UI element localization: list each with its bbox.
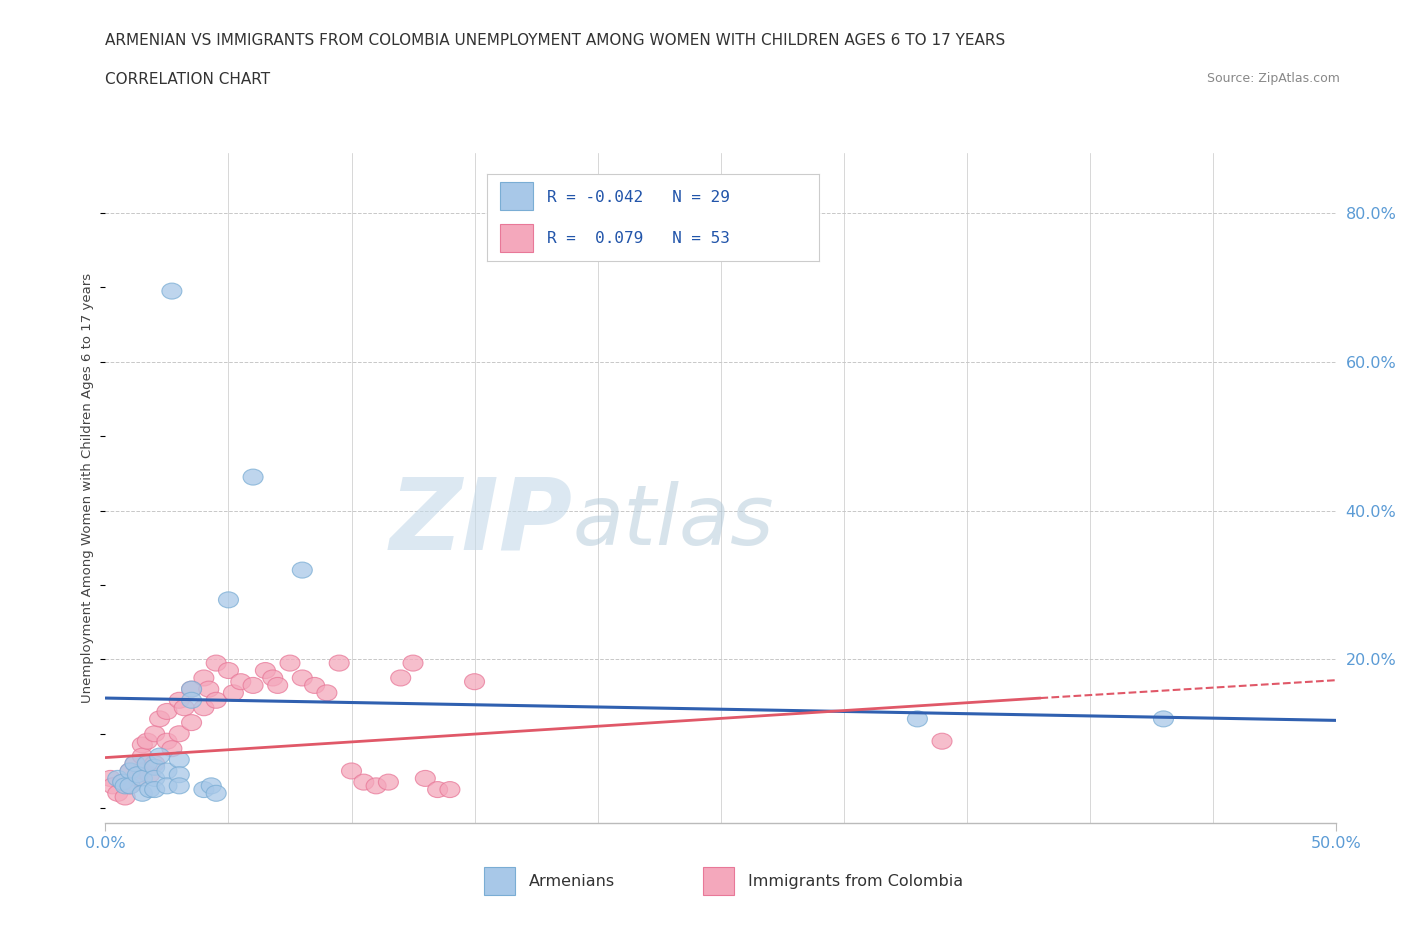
Ellipse shape xyxy=(128,766,148,783)
Ellipse shape xyxy=(292,670,312,686)
Ellipse shape xyxy=(169,777,190,794)
Ellipse shape xyxy=(132,785,152,802)
Ellipse shape xyxy=(207,655,226,671)
Ellipse shape xyxy=(132,763,152,779)
Ellipse shape xyxy=(120,763,141,779)
Text: Armenians: Armenians xyxy=(529,873,614,889)
Text: R =  0.079   N = 53: R = 0.079 N = 53 xyxy=(547,232,730,246)
Text: atlas: atlas xyxy=(574,481,775,563)
Ellipse shape xyxy=(305,677,325,694)
Ellipse shape xyxy=(329,655,349,671)
Ellipse shape xyxy=(932,733,952,750)
Ellipse shape xyxy=(263,670,283,686)
Ellipse shape xyxy=(316,684,337,701)
Ellipse shape xyxy=(145,759,165,776)
Ellipse shape xyxy=(132,748,152,764)
Ellipse shape xyxy=(342,763,361,779)
Ellipse shape xyxy=(243,677,263,694)
Ellipse shape xyxy=(138,755,157,772)
Text: Immigrants from Colombia: Immigrants from Colombia xyxy=(748,873,963,889)
Ellipse shape xyxy=(243,469,263,485)
Ellipse shape xyxy=(194,699,214,716)
Ellipse shape xyxy=(354,774,374,790)
Ellipse shape xyxy=(169,692,190,709)
Ellipse shape xyxy=(149,748,170,764)
Ellipse shape xyxy=(181,714,201,731)
Ellipse shape xyxy=(415,770,436,787)
Ellipse shape xyxy=(231,673,250,690)
Ellipse shape xyxy=(280,655,299,671)
Ellipse shape xyxy=(464,673,485,690)
Bar xyxy=(703,867,734,896)
Ellipse shape xyxy=(108,785,128,802)
Ellipse shape xyxy=(112,774,132,790)
Ellipse shape xyxy=(162,283,181,299)
Ellipse shape xyxy=(132,770,152,787)
Ellipse shape xyxy=(138,733,157,750)
Ellipse shape xyxy=(100,770,121,787)
Ellipse shape xyxy=(120,777,141,794)
Ellipse shape xyxy=(139,781,160,798)
Ellipse shape xyxy=(404,655,423,671)
Ellipse shape xyxy=(169,766,190,783)
Ellipse shape xyxy=(162,740,181,757)
Ellipse shape xyxy=(194,781,214,798)
Ellipse shape xyxy=(440,781,460,798)
Ellipse shape xyxy=(125,755,145,772)
Ellipse shape xyxy=(128,770,148,787)
Ellipse shape xyxy=(145,725,165,742)
Ellipse shape xyxy=(115,789,135,805)
Text: Source: ZipAtlas.com: Source: ZipAtlas.com xyxy=(1206,72,1340,85)
Ellipse shape xyxy=(366,777,387,794)
Ellipse shape xyxy=(207,785,226,802)
Ellipse shape xyxy=(427,781,447,798)
Ellipse shape xyxy=(120,777,141,794)
Text: CORRELATION CHART: CORRELATION CHART xyxy=(105,72,270,86)
Ellipse shape xyxy=(149,711,170,727)
Ellipse shape xyxy=(157,763,177,779)
Ellipse shape xyxy=(139,766,160,783)
Bar xyxy=(501,224,533,252)
Ellipse shape xyxy=(218,591,239,608)
Ellipse shape xyxy=(103,777,122,794)
Ellipse shape xyxy=(145,755,165,772)
Ellipse shape xyxy=(125,755,145,772)
Ellipse shape xyxy=(194,670,214,686)
Text: R = -0.042   N = 29: R = -0.042 N = 29 xyxy=(547,190,730,205)
Ellipse shape xyxy=(201,777,221,794)
Ellipse shape xyxy=(115,777,135,794)
Ellipse shape xyxy=(132,737,152,753)
Ellipse shape xyxy=(120,763,141,779)
Ellipse shape xyxy=(391,670,411,686)
Ellipse shape xyxy=(378,774,398,790)
Ellipse shape xyxy=(224,684,243,701)
Text: ZIP: ZIP xyxy=(389,473,574,570)
Ellipse shape xyxy=(174,699,194,716)
Y-axis label: Unemployment Among Women with Children Ages 6 to 17 years: Unemployment Among Women with Children A… xyxy=(80,273,94,703)
Ellipse shape xyxy=(256,662,276,679)
Ellipse shape xyxy=(267,677,288,694)
Ellipse shape xyxy=(157,777,177,794)
Ellipse shape xyxy=(181,681,201,698)
Ellipse shape xyxy=(198,681,219,698)
Ellipse shape xyxy=(145,770,165,787)
Ellipse shape xyxy=(1153,711,1174,727)
Ellipse shape xyxy=(218,662,239,679)
Bar xyxy=(484,867,515,896)
Ellipse shape xyxy=(181,692,201,709)
Ellipse shape xyxy=(112,774,132,790)
Text: ARMENIAN VS IMMIGRANTS FROM COLOMBIA UNEMPLOYMENT AMONG WOMEN WITH CHILDREN AGES: ARMENIAN VS IMMIGRANTS FROM COLOMBIA UNE… xyxy=(105,33,1005,47)
Ellipse shape xyxy=(181,681,201,698)
Ellipse shape xyxy=(207,692,226,709)
Ellipse shape xyxy=(108,770,128,787)
Ellipse shape xyxy=(157,733,177,750)
Bar xyxy=(501,182,533,210)
Ellipse shape xyxy=(169,725,190,742)
Ellipse shape xyxy=(907,711,928,727)
Ellipse shape xyxy=(292,562,312,578)
Ellipse shape xyxy=(145,781,165,798)
Ellipse shape xyxy=(157,703,177,720)
Ellipse shape xyxy=(169,751,190,768)
